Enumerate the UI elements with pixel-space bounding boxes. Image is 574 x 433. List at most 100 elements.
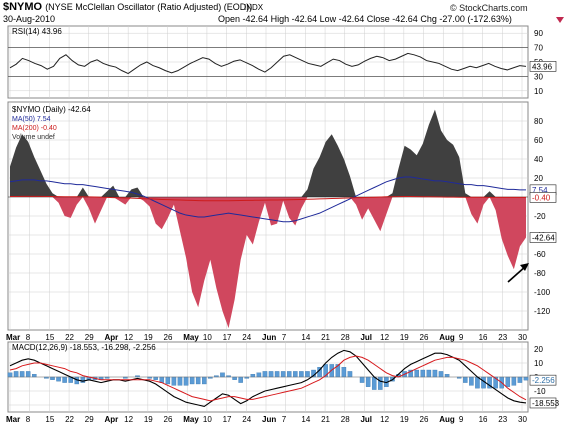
x-tick-label: 26	[164, 333, 173, 342]
x-tick-label: 17	[223, 333, 232, 342]
x-tick-label: Jul	[360, 333, 372, 342]
rsi-ytick-label: 30	[534, 72, 543, 81]
x-tick-label: 26	[420, 333, 429, 342]
macd-histogram-bar	[201, 376, 207, 385]
x-tick-label: Apr	[104, 333, 118, 342]
macd-histogram-bar	[274, 371, 280, 378]
x-tick-label: 8	[26, 415, 31, 424]
x-tick-label: 22	[65, 415, 74, 424]
macd-histogram-bar	[341, 367, 347, 378]
x-tick-label: Aug	[439, 333, 455, 342]
macd-histogram-bar	[183, 376, 189, 386]
arrow-head-icon	[520, 263, 529, 271]
x-tick-label: 14	[301, 333, 310, 342]
ticker-symbol: $NYMO (NYSE McClellan Oscillator (Ratio …	[3, 1, 252, 13]
x-tick-label: 24	[242, 333, 251, 342]
macd-histogram-bar	[25, 371, 31, 378]
macd-histogram-bar	[256, 372, 262, 378]
x-tick-label: 10	[203, 333, 212, 342]
price-ytick-label: 60	[534, 136, 543, 145]
macd-histogram-bar	[347, 371, 353, 378]
macd-histogram-bar	[7, 372, 13, 378]
rsi-ytick-label: 90	[534, 29, 543, 38]
x-tick-label: 15	[45, 333, 54, 342]
macd-histogram-bar	[469, 376, 474, 386]
ma50-value-tag: 7.54	[532, 186, 548, 195]
macd-histogram-bar	[523, 376, 529, 381]
macd-histogram-bar	[50, 376, 55, 380]
macd-histogram-bar	[420, 369, 426, 378]
ma50-line	[9, 176, 527, 223]
price-ytick-label: -80	[534, 269, 546, 278]
x-tick-label: 8	[26, 333, 31, 342]
macd-histogram-bar	[232, 376, 237, 380]
x-tick-label: Jul	[360, 415, 372, 424]
x-tick-label: May	[183, 333, 199, 342]
x-tick-label: Mar	[6, 415, 20, 424]
price-legend-ma50: MA(50) 7.54	[12, 116, 51, 123]
x-tick-label: 30	[518, 333, 527, 342]
x-tick-label: 26	[420, 415, 429, 424]
price-ytick-label: -20	[534, 212, 546, 221]
x-tick-label: 28	[341, 333, 350, 342]
ma200-line	[10, 195, 526, 202]
rsi-value-tag-box	[529, 61, 557, 72]
macd-histogram-bar	[177, 376, 183, 386]
ohlc-readout: Open -42.64 High -42.64 Low -42.64 Close…	[218, 14, 512, 24]
x-tick-label: 19	[144, 415, 153, 424]
price-ytick-label: -60	[534, 250, 546, 259]
macd-value-tag: -18.553	[532, 399, 560, 408]
macd-histogram-bar	[195, 376, 201, 385]
x-tick-label: 29	[85, 333, 94, 342]
last-value-tag: -42.64	[532, 234, 555, 243]
x-tick-label: 24	[242, 415, 251, 424]
high-value: -42.64	[291, 14, 318, 24]
x-tick-label: 15	[45, 415, 54, 424]
x-tick-label: Jun	[262, 415, 276, 424]
x-tick-label: Aug	[439, 415, 455, 424]
x-tick-label: 28	[341, 415, 350, 424]
x-tick-label: 19	[400, 415, 409, 424]
x-tick-label: 21	[321, 415, 330, 424]
x-tick-label: Jun	[262, 333, 276, 342]
macd-histogram-bar	[165, 376, 171, 385]
oscillator-negative-area	[10, 197, 526, 329]
pointer-arrow	[507, 265, 527, 283]
x-tick-label: 19	[400, 333, 409, 342]
macd-ytick-label: 10	[534, 359, 543, 368]
macd-hist-tag-box	[529, 374, 557, 386]
macd-histogram-bar	[286, 371, 292, 378]
quote-date: 30-Aug-2010	[3, 14, 56, 24]
rsi-line	[9, 52, 527, 75]
x-tick-label: 16	[479, 415, 488, 424]
x-tick-label: 12	[380, 333, 389, 342]
x-tick-label: 14	[301, 415, 310, 424]
macd-histogram-bar	[299, 371, 304, 378]
macd-line	[9, 349, 527, 407]
price-ytick-label: -100	[534, 288, 551, 297]
macd-histogram-bar	[32, 374, 37, 378]
macd-histogram-bar	[220, 372, 225, 378]
macd-histogram-bar	[414, 369, 419, 378]
x-tick-label: 22	[65, 333, 74, 342]
x-tick-label: 21	[321, 333, 330, 342]
x-tick-label: 12	[124, 415, 133, 424]
macd-histogram-bar	[62, 376, 67, 383]
macd-histogram-bar	[153, 376, 158, 380]
price-legend-ma200: MA(200) -0.40	[12, 125, 57, 132]
macd-ytick-label: -10	[534, 387, 546, 396]
close-value: -42.64	[392, 14, 418, 24]
macd-histogram-bar	[56, 376, 61, 382]
macd-histogram-bar	[365, 376, 371, 387]
down-triangle-icon	[556, 17, 564, 23]
macd-histogram-bar	[505, 376, 511, 387]
price-ytick-label: -120	[534, 307, 551, 316]
symbol-name: (NYSE McClellan Oscillator (Ratio Adjust…	[45, 2, 253, 12]
price-legend-volume: Volume undef	[12, 134, 55, 141]
x-tick-label: 10	[203, 415, 212, 424]
exchange-label: INDX	[244, 3, 264, 12]
macd-histogram-bar	[19, 371, 25, 378]
x-tick-label: 16	[479, 333, 488, 342]
rsi-value-tag: 43.96	[532, 62, 553, 71]
rsi-ytick-label: 10	[534, 87, 543, 96]
